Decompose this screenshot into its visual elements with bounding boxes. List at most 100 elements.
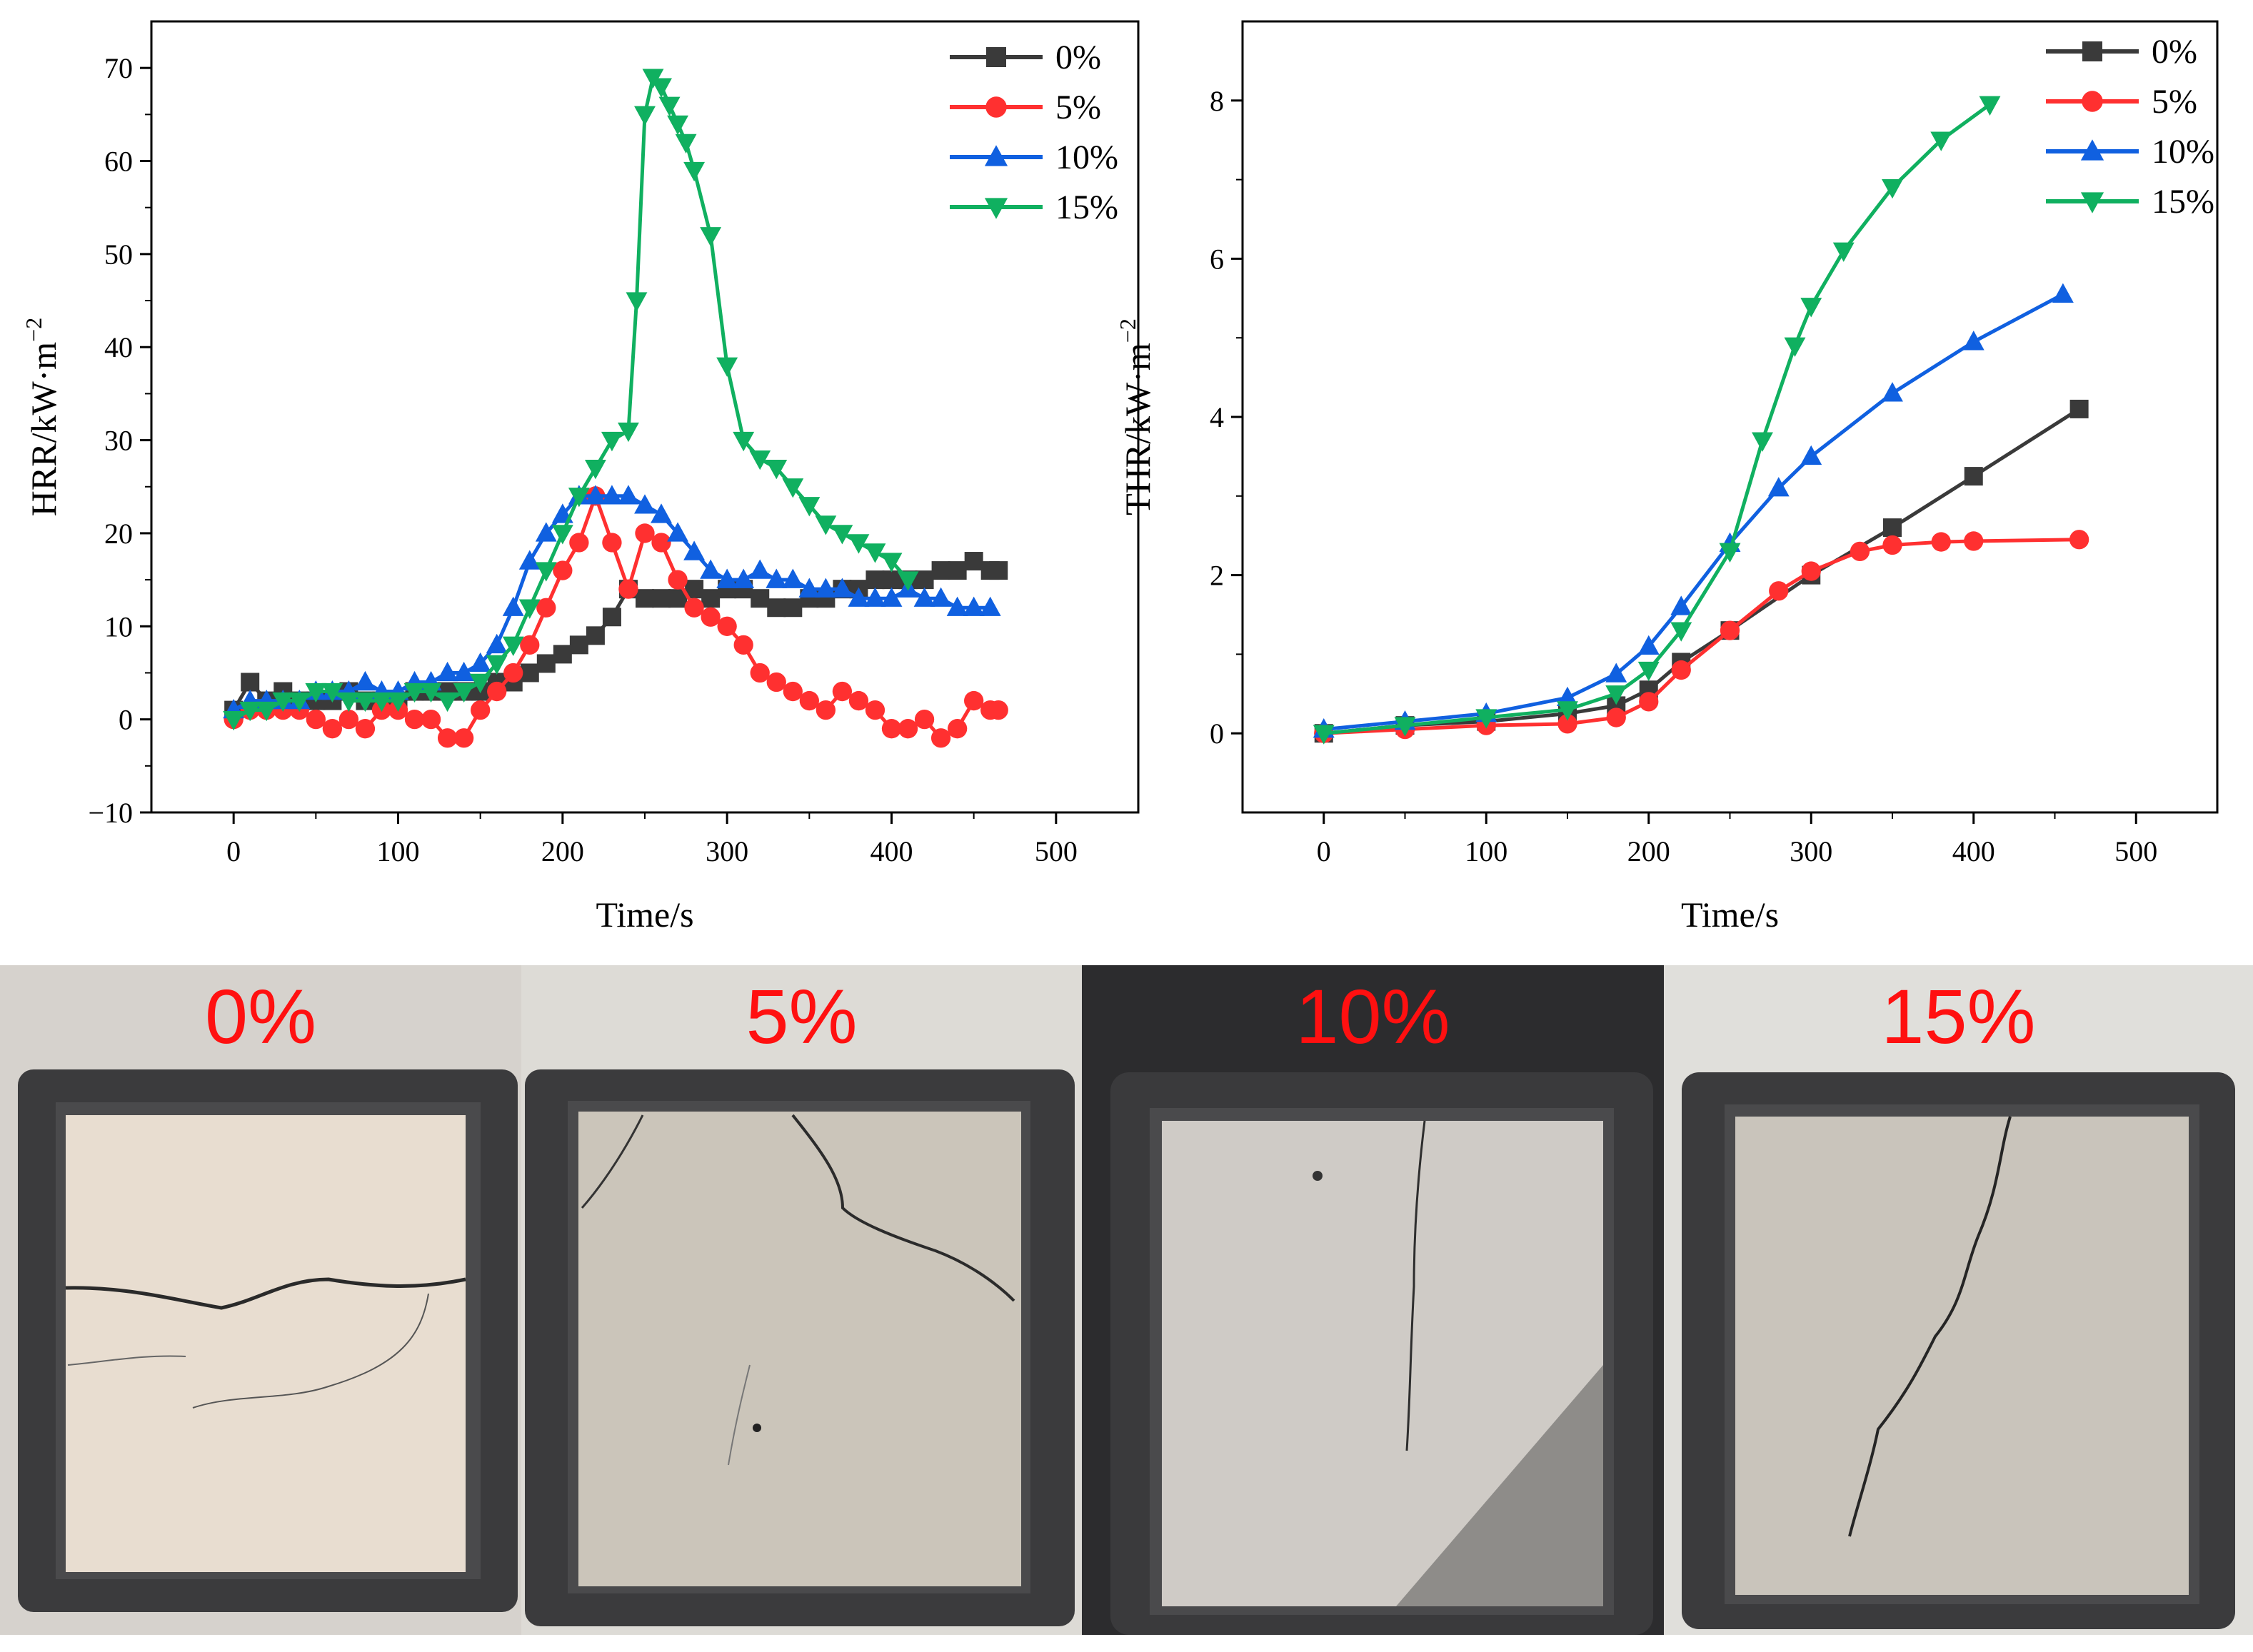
legend-marker [2080, 192, 2104, 213]
data-point [1800, 445, 1822, 465]
x-tick-label: 0 [1317, 835, 1331, 867]
series-line [1323, 538, 2079, 735]
data-point [469, 652, 491, 673]
y-tick-label: −10 [88, 797, 133, 829]
data-point [782, 478, 804, 498]
data-point [1964, 467, 1983, 486]
chart-0: 0 100 200 300 400 500 −10 0 10 20 30 40 50 60 70 Time/s… [21, 20, 1140, 935]
data-point [553, 645, 572, 664]
data-point [1882, 178, 1903, 199]
data-point [437, 728, 458, 748]
x-tick-label: 500 [1035, 835, 1078, 867]
data-point [930, 587, 952, 607]
data-point [486, 655, 508, 675]
data-point [915, 570, 934, 590]
data-point [848, 587, 870, 607]
data-point [865, 570, 885, 590]
data-point [766, 672, 786, 692]
data-point [815, 578, 837, 598]
data-point [700, 559, 722, 579]
data-point [618, 579, 638, 599]
data-point [1930, 131, 1952, 151]
data-point [602, 533, 622, 553]
y-tick-label: 30 [104, 425, 133, 457]
data-point [880, 587, 903, 607]
data-point [668, 570, 688, 590]
data-point [1394, 717, 1416, 737]
data-point [683, 540, 706, 560]
legend-marker [2082, 91, 2103, 112]
x-tick-label: 300 [706, 835, 748, 867]
data-point [1767, 477, 1790, 497]
data-point [634, 106, 656, 126]
data-point [568, 488, 590, 508]
data-point [882, 570, 901, 590]
x-tick-label: 100 [377, 835, 420, 867]
data-point [914, 709, 935, 730]
data-point [717, 616, 737, 636]
data-point [635, 523, 655, 543]
sample-photo-2-image [1082, 965, 1664, 1635]
data-point [1637, 661, 1660, 682]
data-point [963, 596, 985, 616]
data-point [675, 134, 697, 154]
data-point [1637, 635, 1660, 655]
data-point [354, 670, 376, 691]
charts-panel: 0 100 200 300 400 500−10010203040506070Time/s… [21, 20, 2219, 935]
data-point [436, 661, 458, 682]
data-point [453, 683, 475, 703]
data-point [306, 709, 326, 730]
data-point [816, 700, 836, 720]
sample-photo-2: 10% [1082, 965, 1664, 1635]
data-point [618, 485, 639, 505]
data-point [989, 561, 1008, 580]
data-point [338, 709, 359, 730]
photo-label-0: 0% [204, 973, 317, 1059]
data-point [256, 701, 278, 722]
data-point [651, 533, 671, 553]
data-point [1557, 714, 1577, 734]
data-point [1475, 709, 1497, 729]
series-0pct: 0% [224, 39, 1101, 720]
data-point [2069, 530, 2089, 550]
data-point [1670, 595, 1692, 615]
data-point [749, 450, 771, 470]
data-point [832, 681, 853, 702]
data-point [881, 719, 902, 739]
y-tick-label: 20 [104, 518, 133, 550]
legend-label: 15% [2152, 183, 2214, 221]
data-point [782, 568, 804, 588]
legend-label: 5% [2152, 83, 2197, 121]
data-point [536, 654, 556, 673]
data-point [1883, 518, 1902, 538]
data-point [502, 636, 524, 656]
x-tick-label: 200 [541, 835, 584, 867]
data-point [1720, 620, 1740, 640]
y-tick-label: 40 [104, 331, 133, 363]
data-point [1313, 725, 1335, 745]
data-point [1671, 660, 1691, 680]
legend-marker [985, 96, 1007, 118]
legend-label: 0% [1055, 39, 1101, 76]
data-point [946, 596, 968, 616]
legend-marker [986, 47, 1006, 67]
data-point [371, 692, 393, 712]
data-point [618, 422, 639, 443]
sample-photo-3: 15% [1664, 965, 2253, 1635]
data-point [241, 673, 260, 692]
data-point [354, 692, 376, 712]
data-point [815, 515, 837, 535]
y-axis-label-text: HRR/kW·m [24, 342, 64, 517]
data-point [520, 663, 539, 683]
data-point [700, 227, 722, 247]
y-axis-label-superscript: −2 [1115, 318, 1140, 343]
data-point [272, 692, 294, 712]
data-point [750, 663, 770, 683]
x-axis-label: Time/s [596, 895, 693, 935]
data-point [553, 560, 573, 580]
data-point [1784, 337, 1806, 357]
y-tick-label: 4 [1210, 401, 1224, 433]
data-point [733, 568, 755, 588]
data-point [1605, 663, 1627, 683]
data-point [536, 598, 556, 618]
